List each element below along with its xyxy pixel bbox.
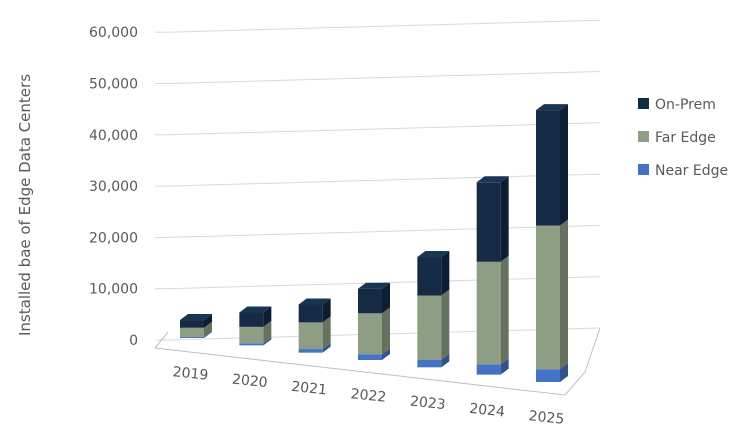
y-tick-label: 0 [129, 333, 138, 349]
legend-label: On-Prem [655, 97, 716, 113]
bar-segment [476, 358, 509, 375]
legend-label: Near Edge [655, 163, 728, 179]
x-tick-label: 2020 [231, 372, 268, 392]
legend-item: Far Edge [638, 130, 716, 146]
bar-segment [180, 330, 212, 338]
bar-segment [180, 321, 212, 337]
bar-segment [358, 348, 390, 360]
legend-swatch [638, 164, 649, 175]
y-tick-label: 50,000 [89, 77, 138, 93]
bar-segment [536, 219, 568, 370]
bar-segment [239, 306, 272, 327]
floor-outline [154, 327, 601, 396]
bar-segment [298, 316, 331, 350]
x-tick-label: 2025 [528, 408, 565, 428]
bar-segment [476, 255, 509, 365]
x-tick-label: 2021 [291, 379, 328, 399]
x-tick-label: 2024 [469, 401, 506, 421]
bar-segment [239, 337, 272, 346]
y-axis-label: Installed bae of Edge Data Centers [16, 74, 34, 336]
bar-segment [239, 320, 272, 344]
bar-segment [536, 363, 568, 382]
bar-segment [417, 251, 450, 296]
gridline [167, 19, 601, 33]
legend: On-Prem Far Edge Near Edge [638, 97, 728, 179]
floor-edge [154, 331, 169, 349]
bar-segment [417, 353, 450, 368]
y-tick-label: 60,000 [89, 25, 138, 41]
bar-segment [180, 314, 212, 328]
bar-segment [358, 282, 390, 314]
gridline [167, 173, 601, 187]
bar-segment [298, 298, 331, 323]
x-tick-label: 2022 [350, 386, 387, 406]
legend-swatch [638, 98, 649, 109]
x-tick-labels: 2019 2020 2021 2022 2023 2024 2025 [172, 364, 565, 428]
x-tick-label: 2019 [172, 364, 209, 384]
gridline [167, 224, 601, 238]
y-tick-label: 30,000 [89, 179, 138, 195]
y-tick-label: 10,000 [89, 282, 138, 298]
legend-label: Far Edge [655, 130, 716, 146]
y-tick-label: 40,000 [89, 128, 138, 144]
gridline [167, 71, 601, 84]
bars [180, 104, 568, 382]
x-tick-label: 2023 [409, 394, 446, 414]
gridline [167, 122, 601, 136]
y-tick-label: 20,000 [89, 230, 138, 246]
y-tick-labels: 0 10,000 20,000 30,000 40,000 50,000 60,000 [89, 25, 138, 349]
bar-segment [417, 289, 450, 360]
legend-item: Near Edge [638, 163, 728, 179]
legend-item: On-Prem [638, 97, 716, 113]
bar-segment [536, 104, 568, 226]
gridlines [155, 19, 601, 341]
bar-segment [298, 343, 331, 353]
bar-segment [476, 176, 509, 262]
bar-segment [358, 307, 390, 355]
legend-swatch [638, 131, 649, 142]
axes [154, 327, 601, 396]
